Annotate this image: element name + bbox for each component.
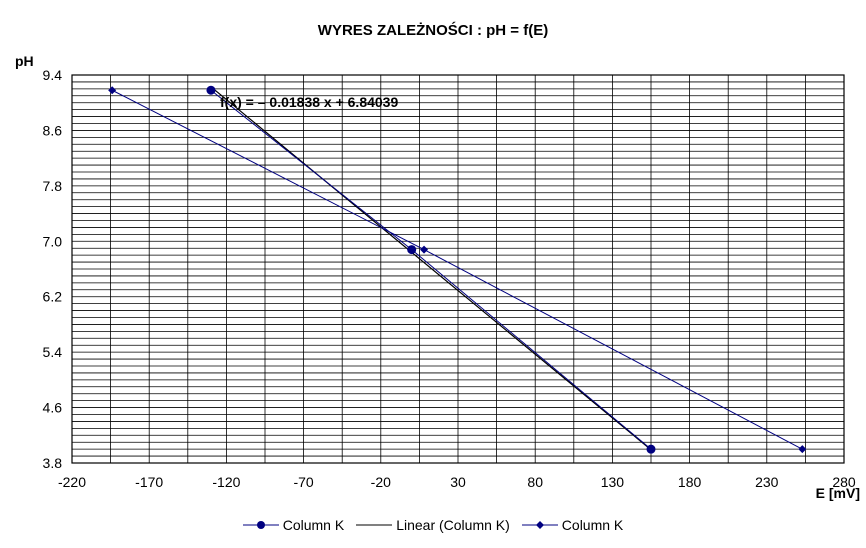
y-axis-label: pH [15,53,34,69]
x-tick-label: 280 [832,474,856,490]
legend-line-marker [356,524,393,526]
x-tick-label: 30 [450,474,466,490]
grid [72,75,844,463]
x-axis-label: E [mV] [816,485,860,501]
x-tick-label: 130 [601,474,625,490]
y-tick-label: 5.4 [43,344,63,360]
chart-title: WYRES ZALEŻNOŚCI : pH = f(E) [318,21,548,39]
x-tick-label: -70 [293,474,313,490]
legend-label-column-k: Column K [282,517,345,533]
legend-diamond-marker [521,521,558,529]
series [108,85,807,454]
x-tick-label: 230 [755,474,779,490]
x-tick-label: 180 [678,474,702,490]
x-tick-label: -170 [135,474,163,490]
y-tick-label: 6.2 [43,289,63,305]
trendline-equation: f(x) = – 0.01838 x + 6.84039 [220,94,398,110]
legend: Column K Linear (Column K) Column K [0,517,866,533]
data-point-diamond [420,245,429,254]
data-point-diamond [798,445,807,454]
legend-item-diamond: Column K [521,517,624,533]
x-tick-label: -220 [58,474,86,490]
y-tick-label: 8.6 [43,122,63,138]
data-point-circle [407,245,417,255]
legend-label-linear: Linear (Column K) [396,517,510,533]
x-tick-label: -20 [371,474,391,490]
trendline [210,86,652,451]
data-point-circle [206,85,216,95]
plot-area [71,74,845,464]
y-tick-label: 3.8 [43,455,63,471]
data-point-circle [646,444,656,454]
tick-labels: -220 -170 -120 -70 -20 30 80 130 180 230 280 9.4 8.6… [43,67,856,490]
y-tick-label: 7.0 [43,233,63,249]
legend-item-circle: Column K [242,517,345,533]
legend-item-linear: Linear (Column K) [356,517,510,533]
x-tick-label: -120 [212,474,240,490]
y-tick-label: 4.6 [43,400,63,416]
x-tick-label: 80 [527,474,543,490]
legend-label-column-k-2: Column K [561,517,624,533]
legend-circle-marker [242,521,279,529]
y-tick-label: 9.4 [43,67,63,83]
y-tick-label: 7.8 [43,178,63,194]
data-point-diamond [108,86,117,95]
